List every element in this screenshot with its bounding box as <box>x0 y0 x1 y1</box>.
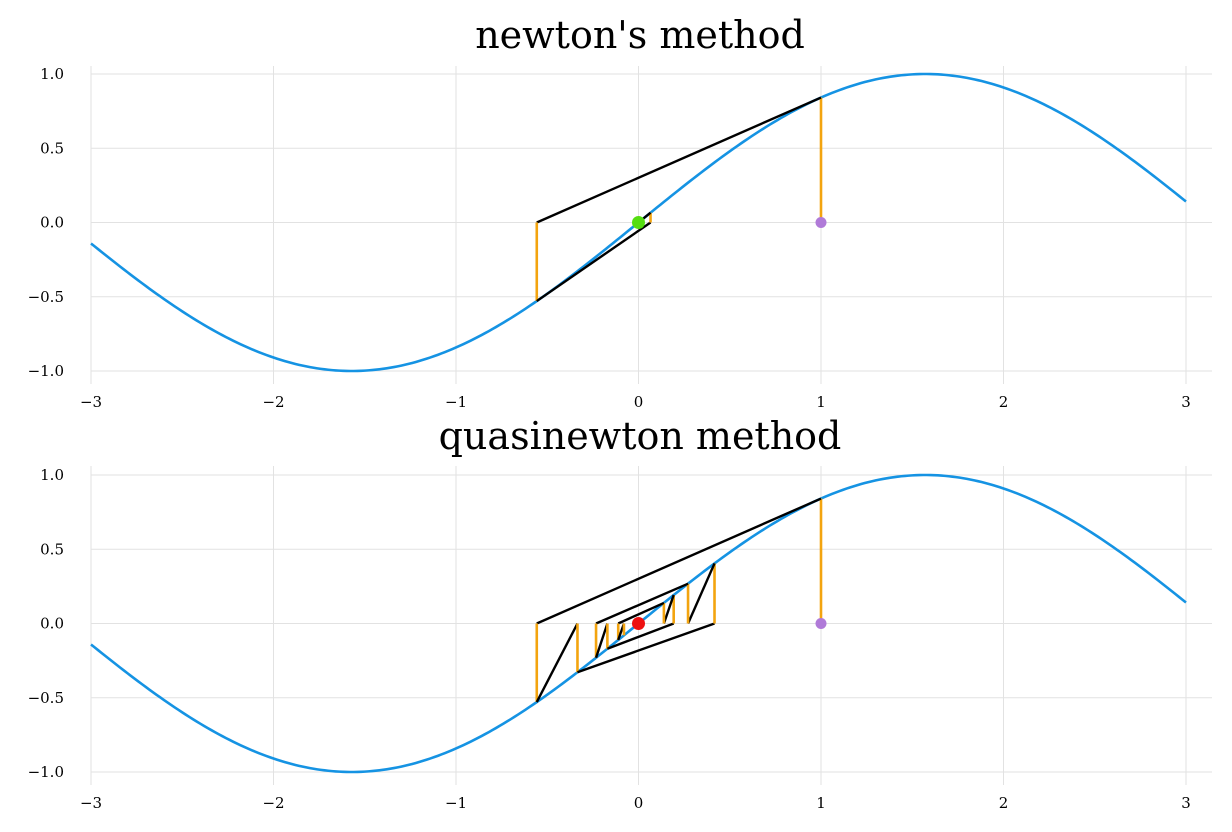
iteration-tangent <box>536 497 822 625</box>
x-tick-label: −1 <box>445 393 467 411</box>
iteration-tangent <box>617 601 665 625</box>
y-tick-label: 0.0 <box>40 615 64 633</box>
iteration-tangent <box>662 594 675 624</box>
start-point <box>815 618 827 629</box>
iteration-tangent <box>535 622 579 703</box>
y-tick-label: −1.0 <box>28 362 64 380</box>
iteration-tangent <box>594 623 609 659</box>
x-tick-label: −3 <box>80 393 102 411</box>
iteration-tangent <box>595 582 689 625</box>
y-tick-label: 0.5 <box>40 540 64 558</box>
iteration-tangent <box>686 562 716 624</box>
x-tick-label: 0 <box>634 393 644 411</box>
x-tick-label: −1 <box>445 794 467 812</box>
x-tick-label: −3 <box>80 794 102 812</box>
y-tick-label: 0.0 <box>40 214 64 232</box>
x-tick-label: 2 <box>999 794 1009 812</box>
iteration-tangent <box>536 221 652 303</box>
x-tick-label: 3 <box>1181 393 1191 411</box>
y-tick-label: −1.0 <box>28 763 64 781</box>
x-tick-label: 0 <box>634 794 644 812</box>
chart-title: newton's method <box>475 13 805 57</box>
x-tick-label: −2 <box>262 393 284 411</box>
x-tick-label: 2 <box>999 393 1009 411</box>
panel-newton: newton's method −3 −2 −1 0 1 2 3 1.0 0.5 0.0 −0.5 −1… <box>28 13 1212 411</box>
x-tick-label: 1 <box>816 794 826 812</box>
iteration-tangent <box>536 96 822 224</box>
x-tick-label: 1 <box>816 393 826 411</box>
start-point <box>815 217 827 228</box>
y-tick-label: −0.5 <box>28 288 64 306</box>
y-tick-label: 1.0 <box>40 65 64 83</box>
panel-quasinewton: quasinewton method −3 −2 −1 0 1 2 3 1.0 0.5 0.0 −0.… <box>28 414 1212 812</box>
root-point <box>632 216 645 229</box>
y-tick-label: 0.5 <box>40 139 64 157</box>
x-tick-label: 3 <box>1181 794 1191 812</box>
chart-title: quasinewton method <box>439 414 842 458</box>
iteration-tangent <box>577 622 715 674</box>
root-point <box>632 617 645 630</box>
y-tick-label: 1.0 <box>40 466 64 484</box>
y-tick-label: −0.5 <box>28 689 64 707</box>
iteration-tangent <box>606 622 675 650</box>
x-tick-label: −2 <box>262 794 284 812</box>
